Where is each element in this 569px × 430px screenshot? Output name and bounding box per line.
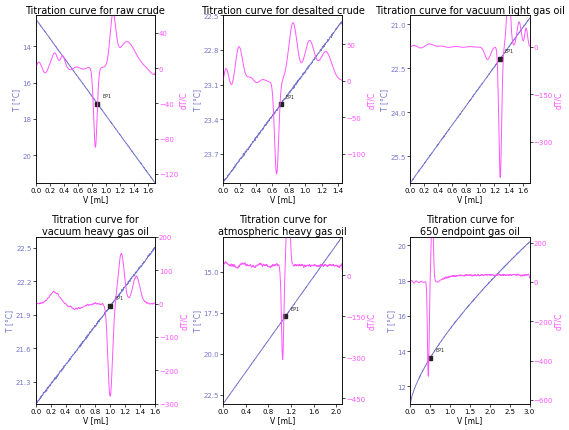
Y-axis label: dT/C: dT/C: [554, 91, 563, 108]
Y-axis label: dT/C: dT/C: [554, 312, 563, 329]
Title: Titration curve for raw crude: Titration curve for raw crude: [26, 6, 165, 15]
X-axis label: V [mL]: V [mL]: [270, 415, 295, 424]
Title: Titration curve for
vacuum heavy gas oil: Titration curve for vacuum heavy gas oil: [42, 215, 149, 236]
Y-axis label: dT/C: dT/C: [180, 312, 189, 329]
X-axis label: V [mL]: V [mL]: [270, 195, 295, 204]
Text: EP1: EP1: [115, 295, 124, 301]
Title: Titration curve for desalted crude: Titration curve for desalted crude: [201, 6, 365, 15]
X-axis label: V [mL]: V [mL]: [457, 415, 483, 424]
Y-axis label: T [°C]: T [°C]: [380, 89, 389, 111]
Y-axis label: dT/C: dT/C: [180, 91, 188, 108]
Text: EP1: EP1: [290, 306, 299, 311]
Y-axis label: T [°C]: T [°C]: [193, 89, 202, 111]
Y-axis label: T [°C]: T [°C]: [12, 89, 21, 111]
X-axis label: V [mL]: V [mL]: [83, 195, 108, 204]
Text: EP1: EP1: [285, 95, 295, 99]
X-axis label: V [mL]: V [mL]: [457, 195, 483, 204]
Title: Titration curve for
650 endpoint gas oil: Titration curve for 650 endpoint gas oil: [420, 215, 520, 236]
Y-axis label: T [°C]: T [°C]: [6, 310, 15, 332]
Y-axis label: dT/C: dT/C: [367, 312, 376, 329]
Y-axis label: T [°C]: T [°C]: [387, 310, 396, 332]
Title: Titration curve for
atmospheric heavy gas oil: Titration curve for atmospheric heavy ga…: [218, 215, 347, 236]
X-axis label: V [mL]: V [mL]: [83, 415, 108, 424]
Y-axis label: T [°C]: T [°C]: [193, 310, 202, 332]
Y-axis label: dT/C: dT/C: [367, 91, 376, 108]
Text: EP1: EP1: [435, 347, 444, 353]
Text: EP1: EP1: [505, 49, 514, 54]
Title: Titration curve for vacuum light gas oil: Titration curve for vacuum light gas oil: [375, 6, 565, 15]
Text: EP1: EP1: [102, 94, 112, 99]
